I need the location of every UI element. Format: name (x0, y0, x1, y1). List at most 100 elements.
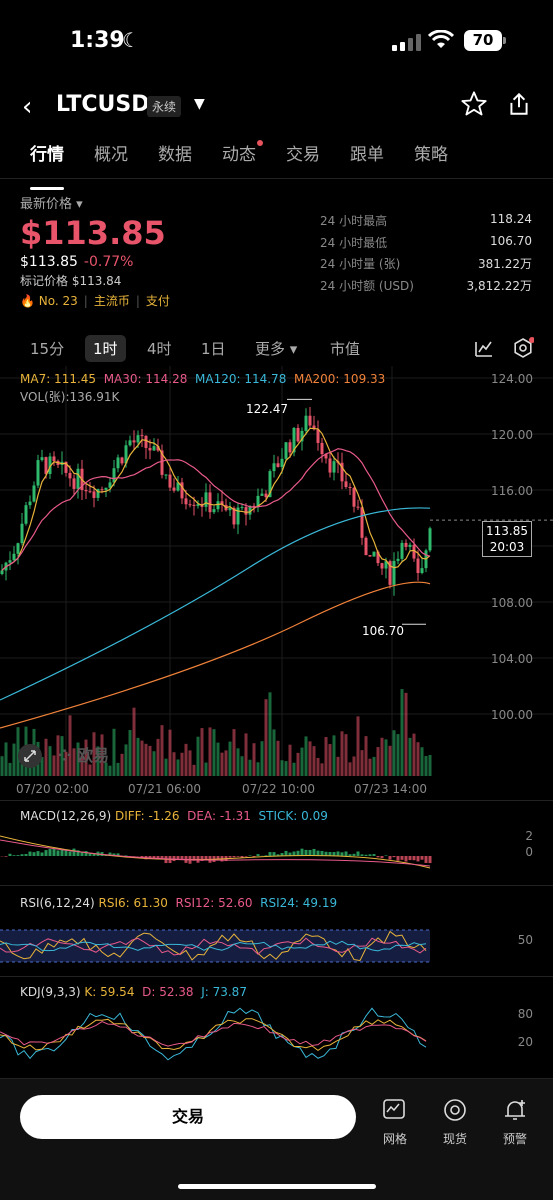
tab-data[interactable]: 数据 (158, 145, 192, 165)
latest-price-label[interactable]: 最新价格 ▾ (20, 197, 83, 212)
favorite-star-icon[interactable] (460, 90, 488, 118)
share-icon[interactable] (506, 90, 532, 118)
volume-bar (208, 727, 212, 776)
x-tick: 07/23 14:00 (354, 782, 427, 796)
tab-copytrade[interactable]: 跟单 (350, 145, 384, 165)
tf-1h[interactable]: 1时 (85, 335, 126, 362)
candle (212, 509, 216, 513)
candle (152, 446, 156, 451)
alert-button[interactable]: 预警 (495, 1098, 535, 1147)
candle (68, 472, 72, 479)
back-button[interactable]: ‹ (22, 92, 33, 122)
candle (112, 468, 116, 483)
rsi-chart[interactable] (0, 916, 480, 976)
macd-bar (316, 850, 320, 856)
macd-bar (152, 856, 156, 860)
payment-tag[interactable]: 支付 (145, 294, 170, 308)
kdj-chart[interactable] (0, 1002, 480, 1064)
chart-settings-icon[interactable] (512, 337, 534, 359)
spot-button[interactable]: 现货 (435, 1098, 475, 1147)
candle (172, 487, 176, 491)
rsi24-line (0, 940, 427, 952)
macd-bar (12, 855, 16, 856)
candle (116, 457, 120, 469)
candle (12, 553, 16, 561)
candle (396, 558, 400, 561)
macd-bar (160, 856, 164, 859)
tf-market-cap[interactable]: 市值 (330, 340, 361, 358)
spot-icon (444, 1099, 466, 1121)
ma-legend: MA7: 111.45 MA30: 114.28 MA120: 114.78 M… (20, 372, 386, 386)
macd-bar (340, 852, 344, 856)
candle (236, 507, 240, 525)
volume-bar (412, 733, 416, 776)
tab-strategy[interactable]: 策略 (414, 145, 448, 165)
cellular-signal-icon (392, 34, 421, 51)
macd-bar (360, 854, 364, 856)
candle (192, 504, 196, 506)
macd-bar (380, 856, 384, 859)
candle (140, 435, 144, 437)
home-indicator (178, 1184, 376, 1189)
macd-bar (80, 851, 84, 856)
volume-bar (104, 762, 108, 776)
tf-4h[interactable]: 4时 (147, 340, 172, 358)
candle (168, 474, 172, 488)
current-price-tag: 113.85 20:03 (482, 521, 532, 557)
grid-icon (383, 1099, 405, 1119)
volume-bar (332, 735, 336, 776)
volume-bar (156, 738, 160, 776)
symbol-title[interactable]: LTCUSD (56, 92, 150, 117)
volume-bar (184, 743, 188, 776)
candle (76, 468, 80, 489)
macd-bar (192, 856, 196, 861)
volume-bar (384, 739, 388, 776)
volume-bar (164, 758, 168, 776)
candle (164, 474, 168, 476)
y-tick: 100.00 (491, 708, 533, 722)
fire-icon: 🔥 (20, 294, 35, 308)
macd-bar (76, 850, 80, 856)
kdj-legend: KDJ(9,3,3) K: 59.54 D: 52.38 J: 73.87 (20, 985, 247, 999)
grid-button[interactable]: 网格 (375, 1098, 415, 1147)
fullscreen-button[interactable] (18, 744, 42, 768)
trade-button[interactable]: 交易 (20, 1095, 356, 1139)
macd-bar (256, 854, 260, 856)
macd-bar (372, 854, 376, 856)
volume-bar (400, 689, 404, 776)
macd-bar (268, 852, 272, 856)
volume-bar (8, 762, 12, 776)
tf-more[interactable]: 更多 ▾ (255, 340, 298, 358)
volume-bar (64, 751, 68, 776)
macd-bar (204, 856, 208, 860)
macd-bar (388, 856, 392, 860)
mainstream-tag[interactable]: 主流币 (93, 294, 130, 308)
volume-bar (116, 762, 120, 776)
tf-1d[interactable]: 1日 (201, 340, 226, 358)
tab-news[interactable]: 动态 (222, 140, 263, 178)
macd-bar (328, 851, 332, 856)
ma120-line (0, 507, 431, 701)
macd-chart[interactable] (0, 826, 480, 876)
candle (128, 440, 132, 446)
tab-market[interactable]: 行情 (30, 140, 64, 190)
candle (316, 429, 320, 443)
rank-tag[interactable]: No. 23 (38, 294, 78, 308)
candle (388, 561, 392, 585)
candlestick-chart[interactable] (0, 366, 553, 786)
macd-bar (248, 855, 252, 856)
candle (256, 495, 260, 507)
tab-trade[interactable]: 交易 (286, 145, 320, 165)
volume-bar (180, 752, 184, 776)
indicator-icon[interactable] (474, 338, 494, 358)
macd-bar (40, 852, 44, 856)
symbol-dropdown-icon[interactable]: ▼ (194, 96, 205, 112)
macd-bar (116, 853, 120, 856)
candle (64, 461, 68, 473)
tab-overview[interactable]: 概况 (94, 145, 128, 165)
tf-15m[interactable]: 15分 (30, 340, 65, 358)
macd-bar (384, 855, 388, 856)
x-tick: 07/22 10:00 (242, 782, 315, 796)
volume-bar (252, 743, 256, 776)
candle (368, 555, 372, 557)
